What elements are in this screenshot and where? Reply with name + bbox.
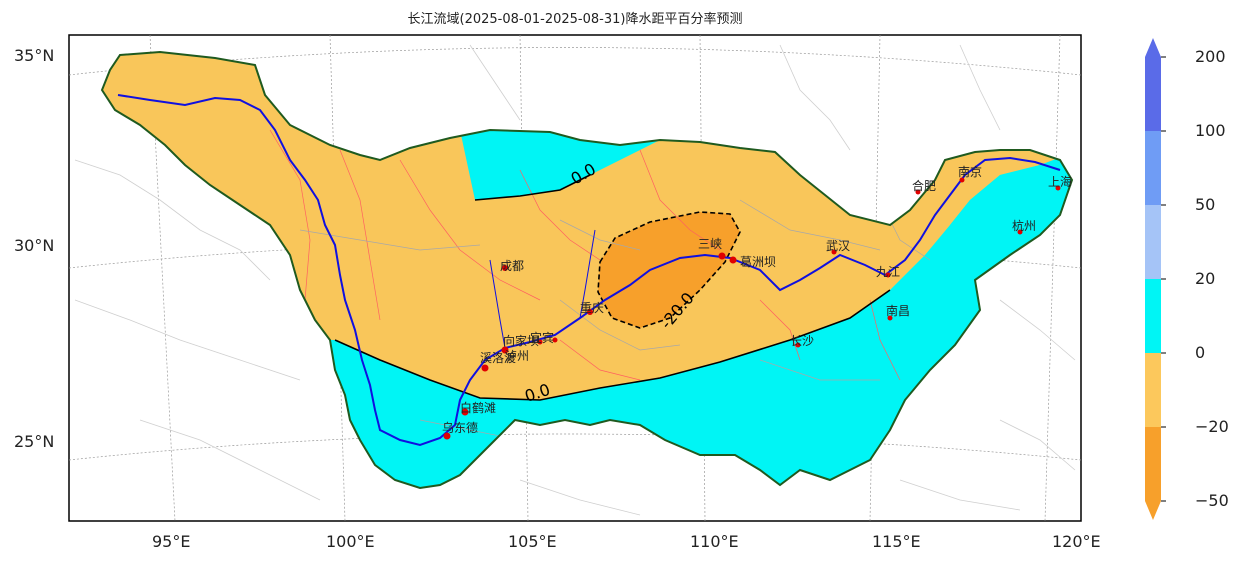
marker-gezhouba [729, 256, 737, 264]
contour-zero-south [334, 289, 891, 401]
city-label-changsha: 长沙 [790, 334, 814, 348]
province-borders [74, 44, 1076, 516]
city-label-hangzhou: 杭州 [1012, 218, 1036, 233]
lat-label-25: 25°N [14, 432, 55, 451]
marker-luzhou [537, 339, 543, 345]
city-label-gezhouba: 葛洲坝 [740, 255, 776, 269]
city-label-chongqing: 重庆 [580, 301, 604, 315]
city-label-xiluodu: 溪洛渡 [480, 350, 516, 365]
city-label-shanghai: 上海 [1048, 174, 1072, 189]
marker-wuhan [831, 249, 837, 255]
colorbar-band-20 [1145, 279, 1161, 353]
colorbar-band-50 [1145, 205, 1161, 279]
city-label-jiujiang: 九江 [876, 265, 900, 279]
colorbar [1145, 38, 1166, 520]
city-label-yibin: 宜宾 [530, 330, 554, 345]
marker-chengdu [502, 265, 508, 271]
marker-jiujiang [885, 272, 891, 278]
colorbar-band-100 [1145, 131, 1161, 205]
cyan-pocket-north [460, 128, 660, 200]
marker-wudongde [443, 432, 451, 440]
basin-boundary [100, 50, 1074, 490]
city-label-wuhan: 武汉 [826, 239, 850, 253]
contour-minus20 [597, 211, 741, 329]
marker-yibin [552, 337, 558, 343]
colorbar-tick-minus50: −50 [1195, 491, 1229, 510]
marker-xiangjiaba [501, 346, 509, 354]
contour-zero-north [474, 174, 591, 201]
colorbar-band-minus20 [1145, 427, 1161, 501]
marker-baihetan [461, 408, 469, 416]
marker-nanjing [959, 177, 965, 183]
marker-chongqing [587, 309, 593, 315]
city-label-wudongde: 乌东德 [442, 420, 478, 435]
colorbar-bottom-arrow [1145, 501, 1161, 520]
marker-hangzhou [1017, 229, 1023, 235]
colorbar-top-arrow [1145, 38, 1161, 57]
lon-label-105: 105°E [508, 532, 557, 551]
lon-label-115: 115°E [872, 532, 921, 551]
marker-changsha [795, 342, 801, 348]
lon-label-120: 120°E [1052, 532, 1101, 551]
jialing-river [579, 229, 596, 319]
colorbar-tick-0: 0 [1195, 343, 1206, 362]
lat-label-30: 30°N [14, 236, 55, 255]
marker-nanchang [887, 315, 893, 321]
city-label-nanjing: 南京 [958, 164, 982, 179]
strong-negative-zone [598, 212, 740, 328]
city-label-baihetan: 白鹤滩 [460, 400, 496, 415]
marker-sanxia [718, 252, 726, 260]
lon-label-95: 95°E [152, 532, 191, 551]
colorbar-tick-20: 20 [1195, 269, 1216, 288]
lat-label-35: 35°N [14, 46, 55, 65]
minjiang-river [489, 259, 506, 349]
yangtze-river [117, 94, 1061, 447]
marker-xiluodu [481, 364, 489, 372]
city-markers [443, 177, 1061, 440]
colorbar-tick-50: 50 [1195, 195, 1216, 214]
lon-label-100: 100°E [326, 532, 375, 551]
city-label-luzhou: 泸州 [505, 349, 529, 363]
city-label-chengdu: 成都 [500, 259, 524, 273]
colorbar-tick-100: 100 [1195, 121, 1226, 140]
city-label-hefei: 合肥 [912, 178, 936, 193]
city-label-sanxia: 三峡 [698, 237, 722, 251]
colorbar-band-200 [1145, 57, 1161, 131]
lon-label-110: 110°E [690, 532, 739, 551]
marker-shanghai [1055, 185, 1061, 191]
city-label-xiangjiaba: 向家坝 [503, 333, 539, 348]
city-label-nanchang: 南昌 [886, 303, 910, 318]
map-title: 长江流域(2025-08-01-2025-08-31)降水距平百分率预测 [407, 12, 743, 27]
marker-hefei [915, 189, 921, 195]
colorbar-band-0 [1145, 353, 1161, 427]
colorbar-tick-minus20: −20 [1195, 417, 1229, 436]
colorbar-tick-200: 200 [1195, 47, 1226, 66]
